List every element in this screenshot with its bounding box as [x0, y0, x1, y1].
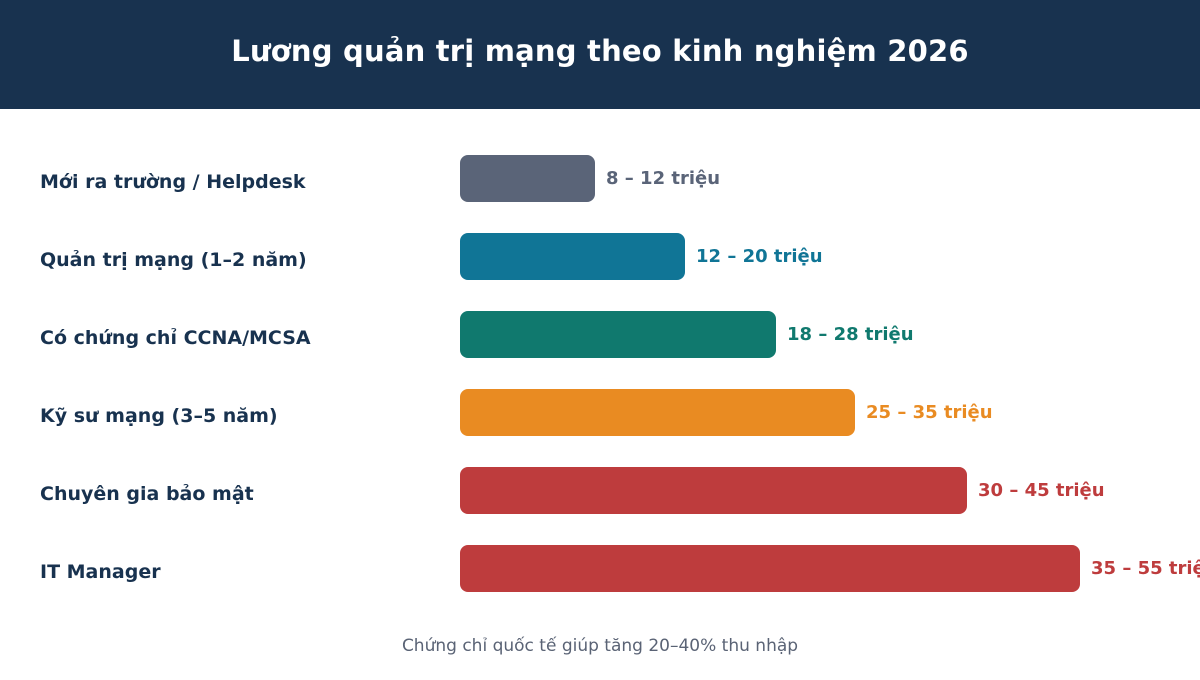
- value-label: 12 – 20 triệu: [696, 246, 823, 267]
- bar: [460, 233, 685, 280]
- category-label: Quản trị mạng (1–2 năm): [40, 249, 307, 271]
- category-label: Chuyên gia bảo mật: [40, 483, 254, 505]
- bar: [460, 389, 855, 436]
- bar: [460, 467, 967, 514]
- bar: [460, 311, 776, 358]
- bar-chart: Mới ra trường / Helpdesk 8 – 12 triệu Quản…: [0, 109, 1200, 609]
- value-label: 30 – 45 triệu: [978, 480, 1105, 501]
- chart-header: Lương quản trị mạng theo kinh nghiệm 202…: [0, 0, 1200, 109]
- bar: [460, 155, 595, 202]
- value-label: 18 – 28 triệu: [787, 324, 914, 345]
- chart-title: Lương quản trị mạng theo kinh nghiệm 202…: [231, 33, 969, 68]
- value-label: 25 – 35 triệu: [866, 402, 993, 423]
- category-label: IT Manager: [40, 561, 161, 583]
- value-label: 35 – 55 triệu: [1091, 558, 1200, 579]
- value-label: 8 – 12 triệu: [606, 168, 721, 189]
- bar: [460, 545, 1080, 592]
- category-label: Có chứng chỉ CCNA/MCSA: [40, 327, 311, 349]
- chart-footnote: Chứng chỉ quốc tế giúp tăng 20–40% thu n…: [401, 636, 799, 656]
- category-label: Mới ra trường / Helpdesk: [40, 171, 306, 193]
- category-label: Kỹ sư mạng (3–5 năm): [40, 405, 278, 427]
